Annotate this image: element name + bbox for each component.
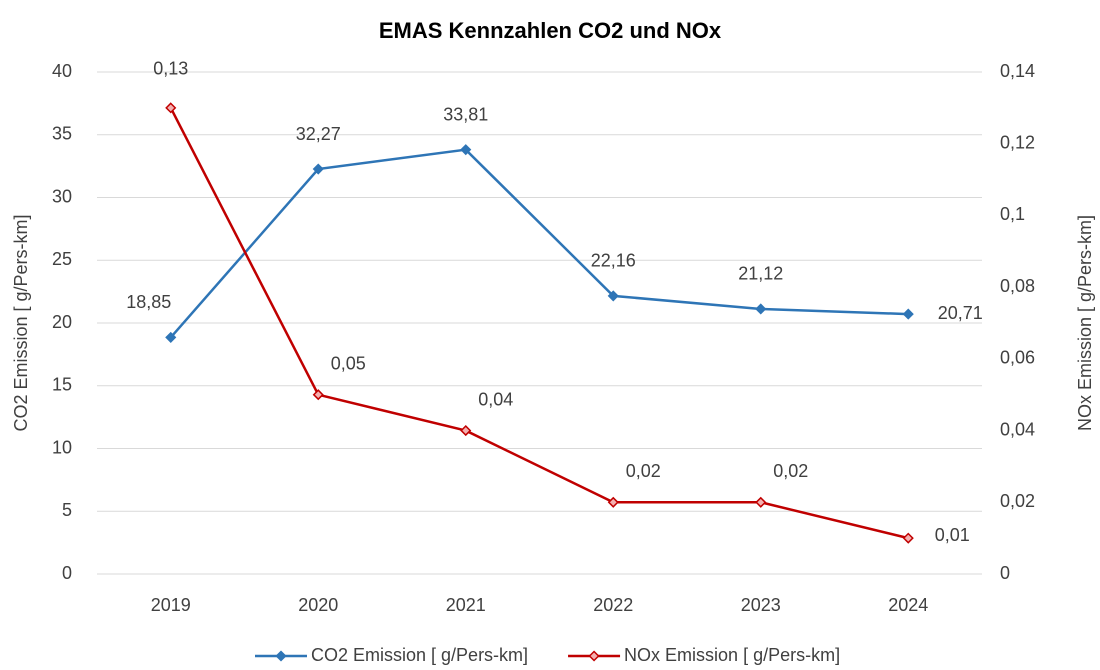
x-tick-label: 2021: [446, 595, 486, 615]
y-tick-label: 5: [62, 500, 72, 520]
y2-tick-label: 0,06: [1000, 348, 1035, 368]
point-marker: [165, 102, 177, 114]
y2-tick-label: 0,08: [1000, 276, 1035, 296]
data-label: 18,85: [126, 292, 171, 312]
point-marker: [607, 496, 619, 508]
x-tick-label: 2024: [888, 595, 928, 615]
y-tick-label: 15: [52, 375, 72, 395]
y-tick-label: 0: [62, 563, 72, 583]
data-label: 0,02: [626, 461, 661, 481]
data-label: 0,13: [153, 59, 188, 79]
legend-label: NOx Emission [ g/Pers-km]: [624, 645, 840, 665]
point-marker: [607, 290, 619, 302]
x-tick-label: 2019: [151, 595, 191, 615]
legend-label: CO2 Emission [ g/Pers-km]: [311, 645, 528, 665]
series-line: [169, 148, 909, 339]
legend-marker: [275, 650, 287, 662]
data-label: 22,16: [591, 251, 636, 271]
point-marker: [755, 303, 767, 315]
y2-tick-label: 0: [1000, 563, 1010, 583]
point-marker: [902, 308, 914, 320]
data-label: 33,81: [443, 104, 488, 124]
y-axis-label: CO2 Emission [ g/Pers-km]: [11, 214, 31, 431]
data-label: 0,05: [331, 353, 366, 373]
point-marker: [460, 425, 472, 437]
point-marker: [312, 163, 324, 175]
data-label: 0,04: [478, 389, 513, 409]
y-tick-label: 30: [52, 186, 72, 206]
data-label: 20,71: [938, 303, 983, 323]
y-tick-label: 10: [52, 437, 72, 457]
data-label: 0,01: [935, 525, 970, 545]
y2-axis-label: NOx Emission [ g/Pers-km]: [1075, 215, 1095, 431]
y2-tick-label: 0,1: [1000, 204, 1025, 224]
y2-tick-label: 0,02: [1000, 491, 1035, 511]
data-label: 21,12: [738, 264, 783, 284]
point-marker: [460, 144, 472, 156]
y2-tick-label: 0,04: [1000, 419, 1035, 439]
series-line: [169, 107, 909, 540]
point-marker: [755, 496, 767, 508]
legend-marker: [588, 650, 600, 662]
chart-title: EMAS Kennzahlen CO2 und NOx: [379, 18, 722, 43]
point-marker: [312, 389, 324, 401]
y-tick-label: 40: [52, 61, 72, 81]
point-marker: [165, 331, 177, 343]
y2-tick-label: 0,14: [1000, 61, 1035, 81]
point-marker: [902, 532, 914, 544]
x-tick-label: 2022: [593, 595, 633, 615]
y-tick-label: 25: [52, 249, 72, 269]
data-label: 32,27: [296, 124, 341, 144]
y2-tick-label: 0,12: [1000, 132, 1035, 152]
y-tick-label: 35: [52, 124, 72, 144]
y-tick-label: 20: [52, 312, 72, 332]
x-tick-label: 2020: [298, 595, 338, 615]
x-tick-label: 2023: [741, 595, 781, 615]
data-label: 0,02: [773, 461, 808, 481]
